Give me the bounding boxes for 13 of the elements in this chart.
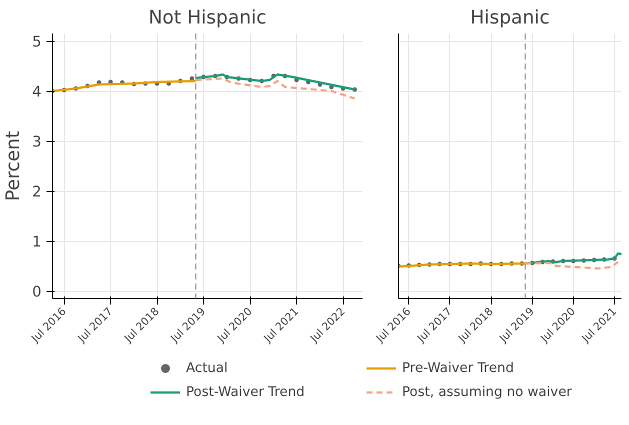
chart-title: Hispanic xyxy=(470,8,550,28)
legend-label: Pre-Waiver Trend xyxy=(402,360,515,376)
y-tick-label: 5 xyxy=(32,34,42,50)
y-axis-title: Percent xyxy=(3,130,24,202)
y-tick-label: 0 xyxy=(32,284,42,300)
y-tick-label: 4 xyxy=(32,84,42,100)
y-tick-label: 2 xyxy=(32,184,42,200)
legend-label: Actual xyxy=(186,360,229,376)
y-tick-label: 1 xyxy=(32,234,42,250)
chart-title: Not Hispanic xyxy=(148,8,267,28)
legend-label: Post, assuming no waiver xyxy=(402,384,572,400)
y-tick-label: 3 xyxy=(32,134,42,150)
legend-label: Post-Waiver Trend xyxy=(186,384,306,400)
